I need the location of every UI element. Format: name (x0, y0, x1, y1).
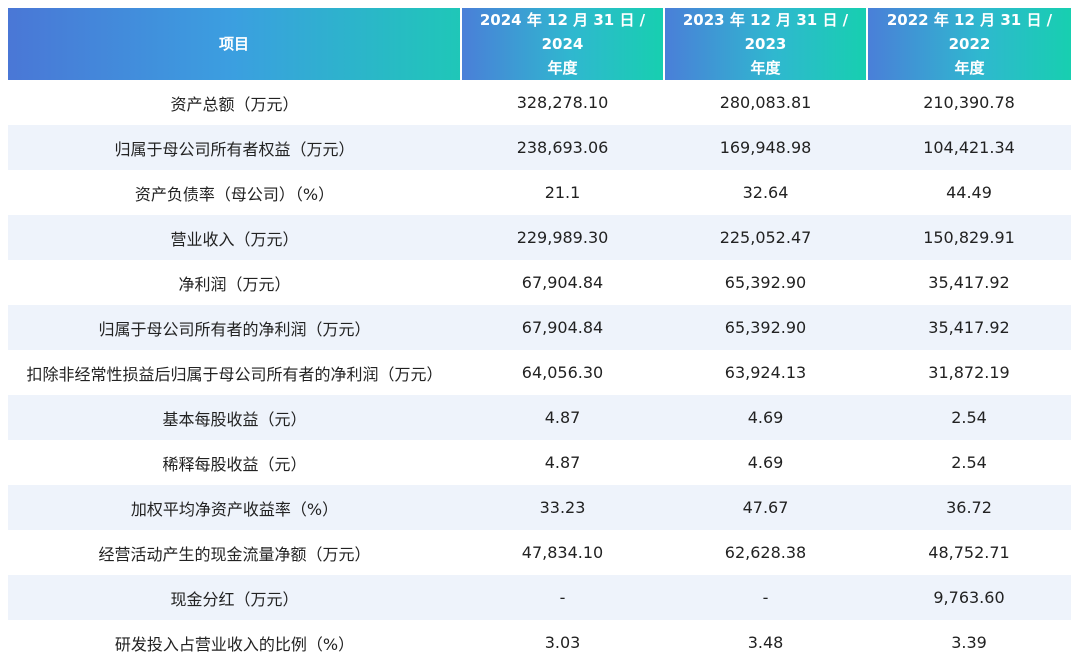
cell-2023: 47.67 (664, 485, 867, 530)
cell-2024: 21.1 (461, 170, 664, 215)
cell-2023: 3.48 (664, 620, 867, 665)
cell-2024: 229,989.30 (461, 215, 664, 260)
header-year-line1: 2024 年 12 月 31 日 / 2024 (479, 11, 646, 53)
row-label: 研发投入占营业收入的比例（%） (8, 620, 461, 665)
cell-2022: 36.72 (867, 485, 1071, 530)
cell-2024: - (461, 575, 664, 620)
table-row: 归属于母公司所有者权益（万元） 238,693.06 169,948.98 10… (8, 125, 1071, 170)
row-label: 净利润（万元） (8, 260, 461, 305)
row-label: 经营活动产生的现金流量净额（万元） (8, 530, 461, 575)
table-row: 资产负债率（母公司）（%） 21.1 32.64 44.49 (8, 170, 1071, 215)
cell-2022: 210,390.78 (867, 80, 1071, 125)
row-label: 扣除非经常性损益后归属于母公司所有者的净利润（万元） (8, 350, 461, 395)
cell-2024: 64,056.30 (461, 350, 664, 395)
table-header: 项目 2024 年 12 月 31 日 / 2024 年度 2023 年 12 … (8, 8, 1071, 80)
cell-2024: 67,904.84 (461, 260, 664, 305)
row-label: 营业收入（万元） (8, 215, 461, 260)
row-label: 现金分红（万元） (8, 575, 461, 620)
cell-2022: 35,417.92 (867, 305, 1071, 350)
table-row: 经营活动产生的现金流量净额（万元） 47,834.10 62,628.38 48… (8, 530, 1071, 575)
cell-2022: 48,752.71 (867, 530, 1071, 575)
cell-2024: 238,693.06 (461, 125, 664, 170)
cell-2022: 31,872.19 (867, 350, 1071, 395)
cell-2023: 169,948.98 (664, 125, 867, 170)
row-label: 稀释每股收益（元） (8, 440, 461, 485)
table-row: 现金分红（万元） - - 9,763.60 (8, 575, 1071, 620)
cell-2023: 280,083.81 (664, 80, 867, 125)
table-row: 扣除非经常性损益后归属于母公司所有者的净利润（万元） 64,056.30 63,… (8, 350, 1071, 395)
cell-2022: 3.39 (867, 620, 1071, 665)
header-year-2023: 2023 年 12 月 31 日 / 2023 年度 (664, 8, 868, 80)
cell-2024: 67,904.84 (461, 305, 664, 350)
header-year-line1: 2022 年 12 月 31 日 / 2022 (886, 11, 1053, 53)
table-row: 研发投入占营业收入的比例（%） 3.03 3.48 3.39 (8, 620, 1071, 665)
header-year-2024: 2024 年 12 月 31 日 / 2024 年度 (461, 8, 665, 80)
table-row: 基本每股收益（元） 4.87 4.69 2.54 (8, 395, 1071, 440)
row-label: 基本每股收益（元） (8, 395, 461, 440)
cell-2023: 32.64 (664, 170, 867, 215)
cell-2023: 4.69 (664, 395, 867, 440)
table-row: 资产总额（万元） 328,278.10 280,083.81 210,390.7… (8, 80, 1071, 125)
header-year-line2: 年度 (547, 59, 578, 77)
table-row: 营业收入（万元） 229,989.30 225,052.47 150,829.9… (8, 215, 1071, 260)
cell-2022: 150,829.91 (867, 215, 1071, 260)
cell-2023: 62,628.38 (664, 530, 867, 575)
cell-2024: 4.87 (461, 395, 664, 440)
cell-2024: 47,834.10 (461, 530, 664, 575)
header-year-line2: 年度 (954, 59, 985, 77)
cell-2024: 4.87 (461, 440, 664, 485)
cell-2022: 2.54 (867, 440, 1071, 485)
cell-2022: 2.54 (867, 395, 1071, 440)
table-row: 净利润（万元） 67,904.84 65,392.90 35,417.92 (8, 260, 1071, 305)
row-label: 归属于母公司所有者的净利润（万元） (8, 305, 461, 350)
row-label: 资产负债率（母公司）（%） (8, 170, 461, 215)
cell-2024: 3.03 (461, 620, 664, 665)
table-body: 资产总额（万元） 328,278.10 280,083.81 210,390.7… (8, 80, 1071, 665)
cell-2023: 65,392.90 (664, 305, 867, 350)
row-label: 资产总额（万元） (8, 80, 461, 125)
row-label: 归属于母公司所有者权益（万元） (8, 125, 461, 170)
cell-2022: 44.49 (867, 170, 1071, 215)
financial-summary-table: 项目 2024 年 12 月 31 日 / 2024 年度 2023 年 12 … (8, 8, 1071, 665)
cell-2024: 328,278.10 (461, 80, 664, 125)
cell-2023: 65,392.90 (664, 260, 867, 305)
cell-2023: 63,924.13 (664, 350, 867, 395)
row-label: 加权平均净资产收益率（%） (8, 485, 461, 530)
header-row: 项目 2024 年 12 月 31 日 / 2024 年度 2023 年 12 … (8, 8, 1071, 80)
cell-2022: 104,421.34 (867, 125, 1071, 170)
table-row: 归属于母公司所有者的净利润（万元） 67,904.84 65,392.90 35… (8, 305, 1071, 350)
table-row: 稀释每股收益（元） 4.87 4.69 2.54 (8, 440, 1071, 485)
header-year-2022: 2022 年 12 月 31 日 / 2022 年度 (867, 8, 1071, 80)
cell-2022: 9,763.60 (867, 575, 1071, 620)
header-item: 项目 (8, 8, 462, 80)
cell-2023: 225,052.47 (664, 215, 867, 260)
cell-2022: 35,417.92 (867, 260, 1071, 305)
table-row: 加权平均净资产收益率（%） 33.23 47.67 36.72 (8, 485, 1071, 530)
financial-summary-table-container: 项目 2024 年 12 月 31 日 / 2024 年度 2023 年 12 … (8, 8, 1071, 665)
header-year-line2: 年度 (750, 59, 781, 77)
cell-2023: 4.69 (664, 440, 867, 485)
cell-2023: - (664, 575, 867, 620)
header-year-line1: 2023 年 12 月 31 日 / 2023 (682, 11, 849, 53)
cell-2024: 33.23 (461, 485, 664, 530)
